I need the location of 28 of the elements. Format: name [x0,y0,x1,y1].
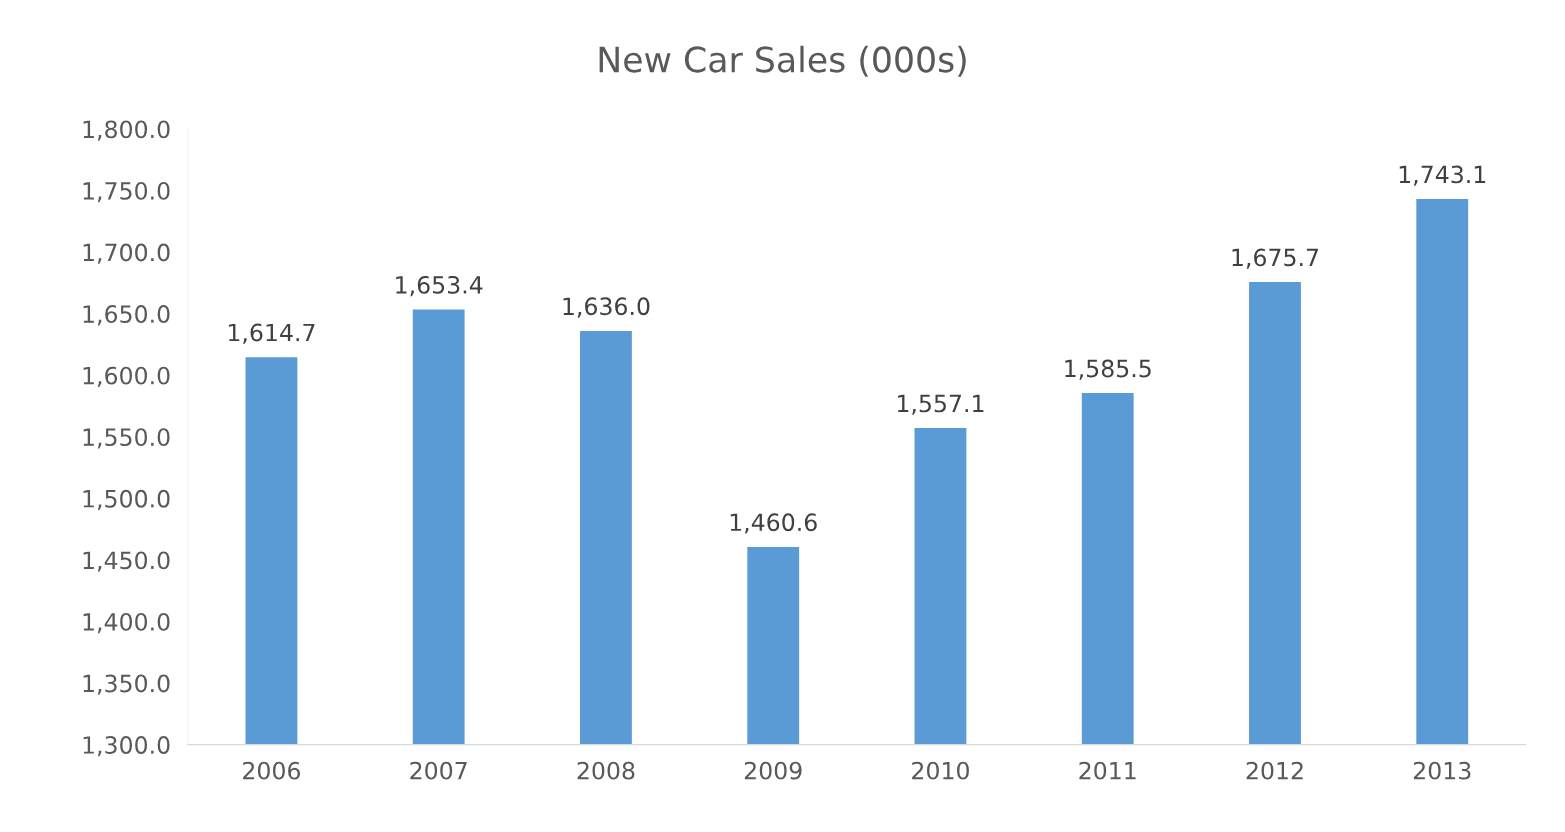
x-tick-label: 2012 [1246,761,1303,780]
x-tick-label: 2013 [1413,761,1471,780]
y-tick-label: 1,300.0 [83,736,170,757]
x-tick-label: 2006 [243,761,300,780]
y-tick-label: 1,700.0 [83,243,170,264]
data-label: 1,460.6 [730,513,817,534]
y-tick-label: 1,750.0 [83,181,170,203]
y-tick-label: 1,650.0 [83,305,170,326]
x-tick-label: 2010 [912,761,969,780]
y-tick-label: 1,600.0 [83,366,170,387]
data-label: 1,743.1 [1399,165,1486,186]
x-tick-label: 2008 [577,761,635,780]
y-tick-label: 1,800.0 [83,120,170,141]
chart-title: New Car Sales (000s) [599,45,966,77]
y-tick-label: 1,400.0 [83,612,170,634]
x-tick-label: 2011 [1079,761,1136,780]
data-label: 1,557.1 [898,394,984,415]
y-tick-label: 1,350.0 [83,674,170,695]
data-label: 1,653.4 [396,275,483,297]
data-label: 1,636.0 [563,297,650,318]
y-tick-label: 1,500.0 [83,489,170,511]
data-label: 1,675.7 [1232,248,1319,269]
x-tick-label: 2007 [410,761,467,780]
y-tick-label: 1,550.0 [83,428,170,449]
data-label: 1,585.5 [1065,359,1151,380]
y-tick-label: 1,450.0 [83,551,170,572]
x-tick-label: 2009 [744,761,802,780]
data-label: 1,614.7 [228,323,315,344]
